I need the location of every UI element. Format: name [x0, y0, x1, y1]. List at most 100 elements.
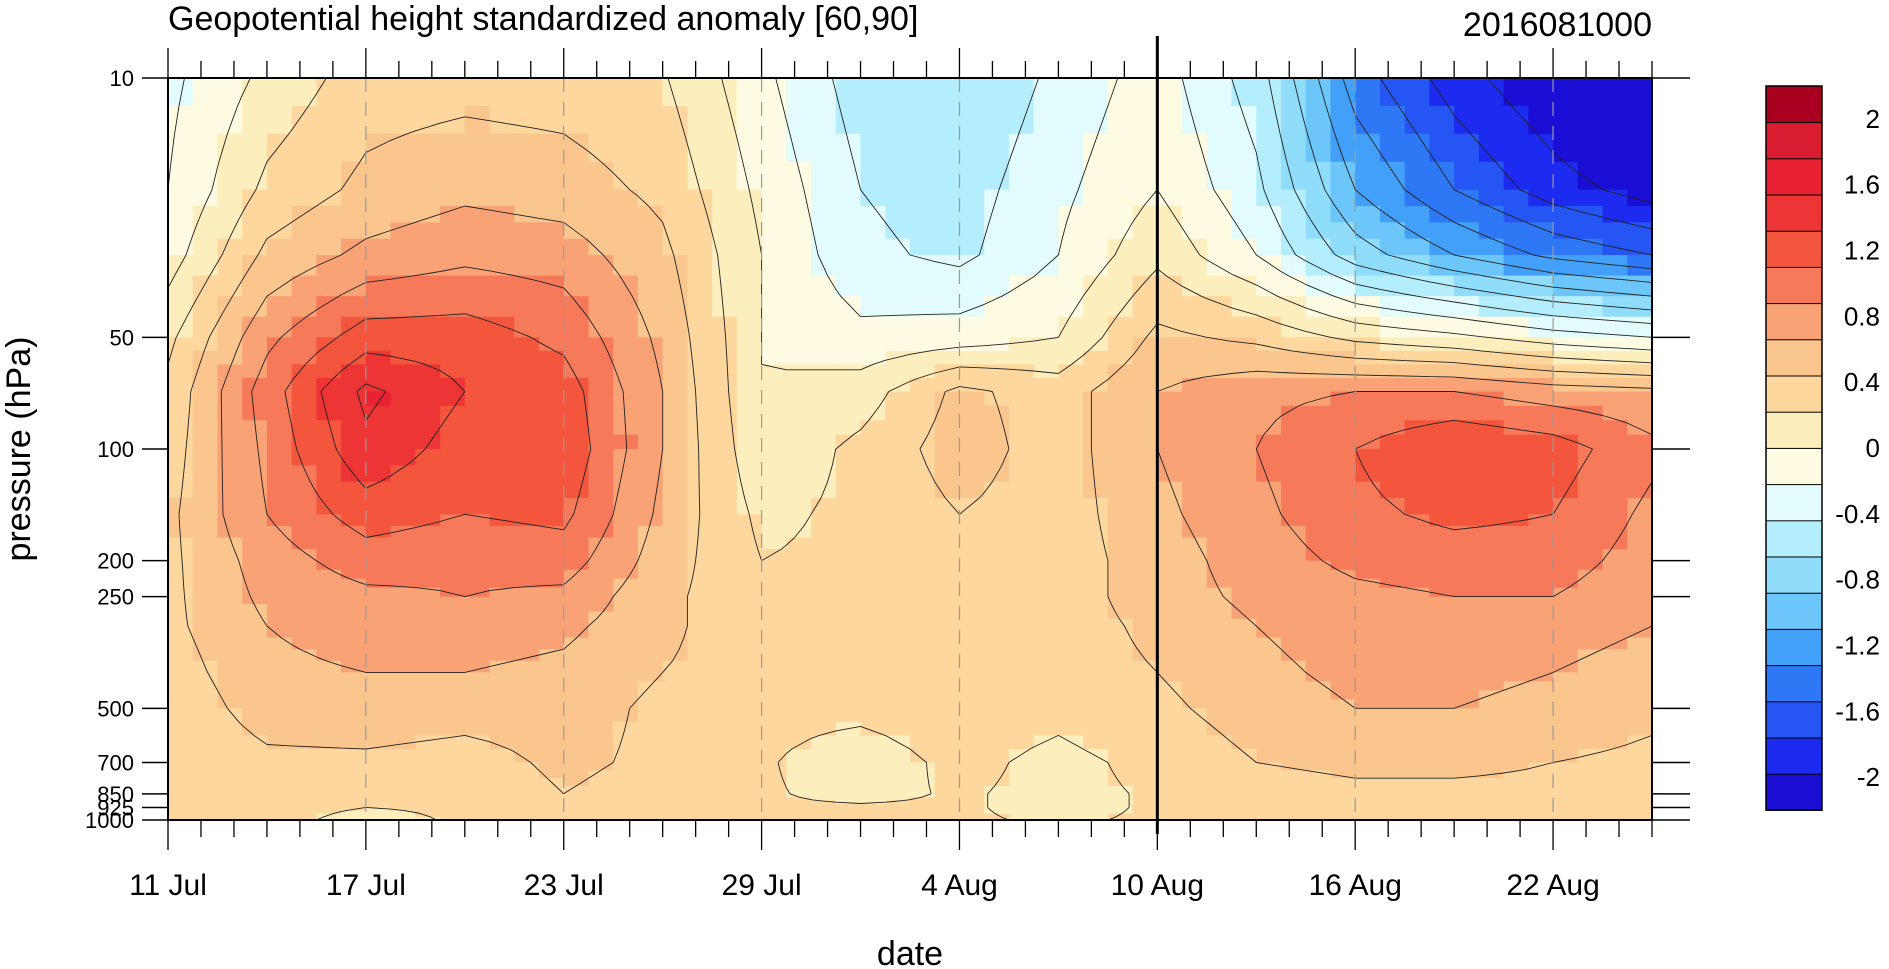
- contour-cell: [1355, 569, 1381, 580]
- contour-cell: [984, 587, 1010, 598]
- contour-cell: [1379, 626, 1406, 639]
- contour-cell: [168, 637, 194, 650]
- contour-cell: [1206, 275, 1233, 297]
- contour-cell: [415, 189, 441, 207]
- contour-cell: [1553, 770, 1579, 779]
- contour-cell: [1058, 596, 1084, 605]
- contour-cell: [736, 133, 763, 163]
- contour-cell: [266, 762, 293, 772]
- contour-cell: [1503, 770, 1530, 779]
- contour-cell: [1553, 189, 1579, 207]
- contour-cell: [415, 222, 441, 240]
- contour-cell: [910, 596, 936, 605]
- contour-cell: [489, 222, 516, 240]
- contour-cell: [563, 813, 590, 818]
- contour-cell: [539, 275, 565, 297]
- contour-cell: [835, 364, 862, 379]
- contour-cell: [761, 364, 788, 379]
- contour-cell: [168, 465, 194, 483]
- contour-cell: [1528, 681, 1554, 692]
- contour-cell: [514, 699, 540, 710]
- contour-cell: [291, 793, 318, 799]
- contour-cell: [1478, 498, 1505, 516]
- contour-cell: [1528, 377, 1554, 393]
- contour-cell: [860, 238, 887, 256]
- colorbar-swatch: [1765, 266, 1823, 305]
- contour-cell: [736, 569, 763, 580]
- contour-cell: [489, 549, 516, 562]
- contour-cell: [390, 690, 417, 701]
- contour-cell: [662, 364, 689, 379]
- contour-cell: [662, 797, 689, 802]
- contour-cell: [835, 420, 862, 436]
- contour-cell: [736, 800, 763, 805]
- contour-cell: [1058, 481, 1084, 499]
- contour-cell: [1528, 350, 1554, 366]
- contour-cell: [563, 578, 590, 589]
- contour-cell: [662, 596, 689, 605]
- contour-cell: [242, 810, 268, 815]
- contour-cell: [514, 337, 540, 352]
- contour-cell: [1058, 350, 1084, 366]
- contour-cell: [168, 748, 194, 764]
- contour-cell: [365, 708, 392, 723]
- contour-cell: [984, 364, 1010, 379]
- contour-cell: [613, 762, 639, 772]
- contour-cell: [860, 537, 887, 550]
- contour-cell: [1602, 596, 1629, 605]
- contour-cell: [712, 587, 738, 598]
- contour-cell: [316, 337, 342, 352]
- contour-cell: [1182, 649, 1208, 662]
- contour-cell: [712, 762, 738, 772]
- contour-cell: [1281, 810, 1307, 815]
- contour-cell: [613, 316, 639, 339]
- contour-cell: [959, 133, 985, 163]
- contour-cell: [1528, 785, 1554, 795]
- contour-cell: [959, 596, 985, 605]
- contour-cell: [341, 222, 367, 240]
- contour-cell: [242, 133, 268, 163]
- contour-cell: [1281, 708, 1307, 723]
- contour-cell: [316, 391, 342, 407]
- contour-cell: [736, 785, 763, 795]
- contour-cell: [489, 405, 516, 422]
- contour-cell: [1033, 699, 1060, 710]
- contour-cell: [1627, 660, 1652, 674]
- contour-cell: [811, 405, 837, 422]
- contour-cell: [464, 649, 491, 662]
- contour-cell: [1058, 660, 1084, 674]
- contour-cell: [984, 275, 1010, 297]
- contour-cell: [1454, 626, 1480, 639]
- contour-cell: [1429, 611, 1455, 620]
- contour-cell: [168, 514, 194, 527]
- contour-cell: [1429, 797, 1455, 802]
- contour-cell: [835, 672, 862, 683]
- contour-cell: [1058, 420, 1084, 436]
- contour-cell: [984, 708, 1010, 723]
- contour-cell: [1008, 275, 1035, 297]
- contour-cell: [1132, 78, 1159, 107]
- contour-cell: [489, 449, 516, 467]
- contour-cell: [514, 391, 540, 407]
- contour-cell: [1528, 316, 1554, 339]
- contour-cell: [390, 785, 417, 795]
- contour-cell: [242, 449, 268, 467]
- contour-cell: [1503, 514, 1530, 527]
- contour-cell: [440, 708, 466, 723]
- colorbar-label: -1.6: [1835, 696, 1880, 726]
- contour-cell: [712, 578, 738, 589]
- contour-cell: [835, 481, 862, 499]
- contour-cell: [563, 498, 590, 516]
- contour-cell: [1132, 649, 1159, 662]
- contour-cell: [489, 105, 516, 135]
- contour-cell: [1627, 537, 1652, 550]
- contour-cell: [910, 514, 936, 527]
- contour-cell: [1182, 275, 1208, 297]
- contour-cell: [662, 611, 689, 620]
- contour-cell: [440, 133, 466, 163]
- contour-cell: [1330, 660, 1356, 674]
- contour-cell: [1478, 449, 1505, 467]
- contour-cell: [712, 660, 738, 674]
- contour-cell: [1008, 364, 1035, 379]
- contour-cell: [1602, 699, 1629, 710]
